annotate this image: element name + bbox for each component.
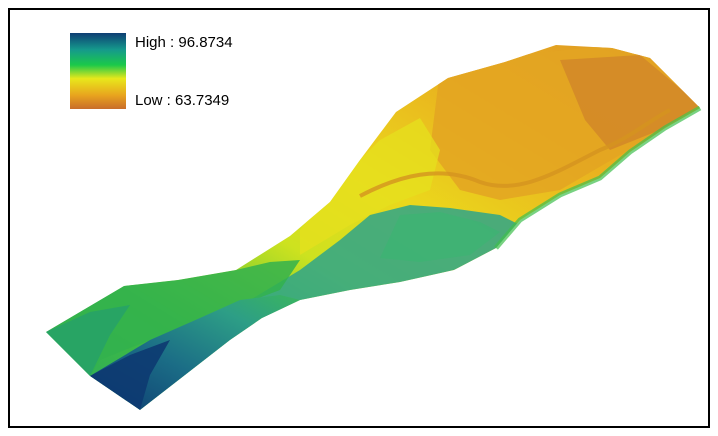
- green-left-tip: [46, 305, 130, 376]
- legend-color-ramp: [70, 33, 126, 109]
- river-channel: [359, 108, 671, 198]
- teal-highlight: [380, 212, 500, 262]
- deepest-area: [90, 340, 170, 410]
- legend-low-label: Low : 63.7349: [135, 92, 230, 109]
- yellow-band: [300, 118, 440, 255]
- green-left-arm: [46, 260, 300, 376]
- legend-high-label: High : 96.8734: [135, 34, 233, 51]
- right-edge-fringe: [494, 105, 702, 250]
